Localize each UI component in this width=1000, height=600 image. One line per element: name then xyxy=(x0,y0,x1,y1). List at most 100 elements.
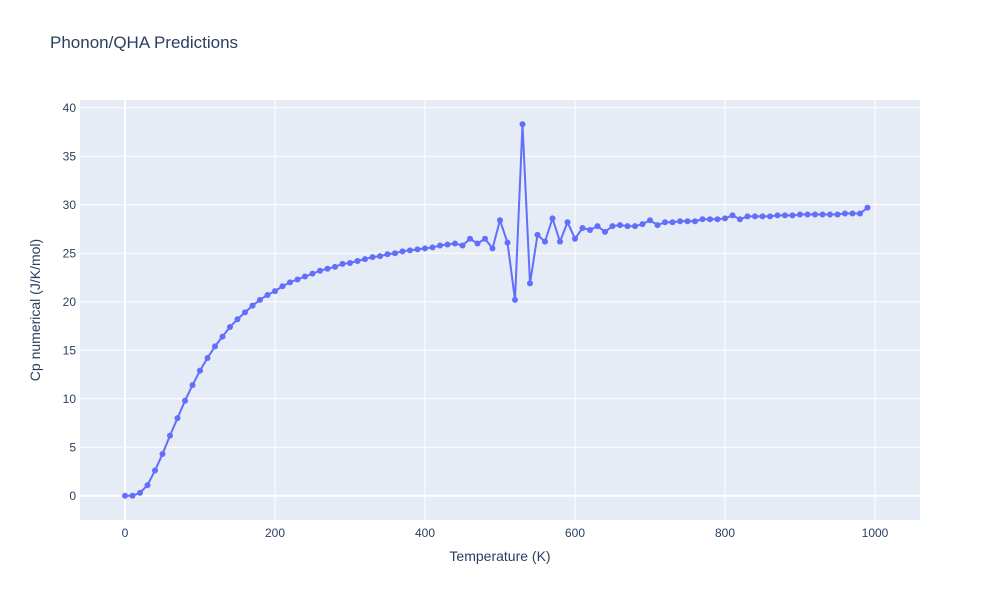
data-point[interactable] xyxy=(317,267,323,274)
data-point[interactable] xyxy=(699,216,706,223)
data-point[interactable] xyxy=(684,218,691,225)
data-point[interactable] xyxy=(189,382,196,389)
data-point[interactable] xyxy=(647,217,653,224)
data-point[interactable] xyxy=(159,451,166,458)
data-point[interactable] xyxy=(834,211,841,218)
data-point[interactable] xyxy=(669,219,676,226)
data-point[interactable] xyxy=(812,211,818,218)
data-point[interactable] xyxy=(384,251,391,258)
data-point[interactable] xyxy=(542,238,548,245)
data-point[interactable] xyxy=(782,212,788,219)
data-point[interactable] xyxy=(302,273,308,280)
data-point[interactable] xyxy=(467,235,473,242)
data-point[interactable] xyxy=(654,222,661,229)
data-point[interactable] xyxy=(152,467,158,474)
data-point[interactable] xyxy=(504,239,511,246)
data-point[interactable] xyxy=(579,225,586,232)
data-point[interactable] xyxy=(819,211,826,218)
data-point[interactable] xyxy=(174,415,181,422)
data-point[interactable] xyxy=(594,223,601,230)
data-point[interactable] xyxy=(219,333,226,340)
data-point[interactable] xyxy=(774,212,781,219)
data-point[interactable] xyxy=(489,245,496,252)
data-point[interactable] xyxy=(129,492,136,499)
data-point[interactable] xyxy=(227,323,233,330)
data-point[interactable] xyxy=(857,210,863,217)
data-point[interactable] xyxy=(557,238,563,245)
data-point[interactable] xyxy=(377,253,383,260)
data-point[interactable] xyxy=(272,288,278,295)
data-point[interactable] xyxy=(617,222,623,229)
data-point[interactable] xyxy=(422,245,428,252)
data-point[interactable] xyxy=(744,213,751,220)
data-point[interactable] xyxy=(797,211,803,218)
data-point[interactable] xyxy=(737,216,743,223)
data-point[interactable] xyxy=(714,216,721,223)
data-point[interactable] xyxy=(339,260,346,267)
data-point[interactable] xyxy=(354,258,361,265)
data-point[interactable] xyxy=(482,235,488,242)
data-point[interactable] xyxy=(182,397,188,404)
data-point[interactable] xyxy=(459,242,466,249)
data-point[interactable] xyxy=(309,270,316,277)
data-point[interactable] xyxy=(332,263,338,270)
data-point[interactable] xyxy=(534,231,541,238)
data-point[interactable] xyxy=(429,244,436,251)
data-point[interactable] xyxy=(849,210,856,217)
data-point[interactable] xyxy=(234,316,241,323)
data-point[interactable] xyxy=(437,242,443,249)
data-point[interactable] xyxy=(369,254,376,261)
data-point[interactable] xyxy=(564,219,571,226)
data-point[interactable] xyxy=(512,296,518,303)
data-point[interactable] xyxy=(789,212,796,219)
data-point[interactable] xyxy=(279,283,286,290)
data-point[interactable] xyxy=(257,296,263,303)
data-point[interactable] xyxy=(242,309,248,316)
data-point[interactable] xyxy=(692,218,698,225)
data-point[interactable] xyxy=(204,355,211,362)
data-point[interactable] xyxy=(324,265,331,272)
data-point[interactable] xyxy=(287,279,293,286)
data-point[interactable] xyxy=(197,367,203,374)
data-point[interactable] xyxy=(444,241,451,248)
data-point[interactable] xyxy=(362,256,368,263)
data-point[interactable] xyxy=(722,215,728,222)
data-point[interactable] xyxy=(677,218,683,225)
data-point[interactable] xyxy=(729,212,736,219)
data-point[interactable] xyxy=(707,216,713,223)
data-point[interactable] xyxy=(587,226,593,233)
data-point[interactable] xyxy=(474,240,481,247)
data-point[interactable] xyxy=(122,492,128,499)
data-point[interactable] xyxy=(864,204,871,211)
data-point[interactable] xyxy=(399,248,406,255)
data-point[interactable] xyxy=(167,432,173,439)
data-point[interactable] xyxy=(137,489,143,496)
data-point[interactable] xyxy=(414,246,421,253)
data-point[interactable] xyxy=(549,215,556,222)
data-point[interactable] xyxy=(519,121,526,128)
data-point[interactable] xyxy=(602,228,608,235)
data-point[interactable] xyxy=(347,259,353,266)
data-point[interactable] xyxy=(827,211,833,218)
data-point[interactable] xyxy=(212,343,218,350)
data-point[interactable] xyxy=(572,235,578,242)
data-point[interactable] xyxy=(842,210,848,217)
data-point[interactable] xyxy=(609,223,616,230)
data-point[interactable] xyxy=(527,280,533,287)
data-point[interactable] xyxy=(804,211,811,218)
data-point[interactable] xyxy=(452,240,458,247)
data-point[interactable] xyxy=(144,482,151,489)
data-point[interactable] xyxy=(639,221,646,228)
data-point[interactable] xyxy=(264,291,271,298)
data-point[interactable] xyxy=(392,250,398,257)
data-point[interactable] xyxy=(759,213,766,220)
data-point[interactable] xyxy=(624,223,631,230)
data-point[interactable] xyxy=(407,247,413,254)
data-point[interactable] xyxy=(767,213,773,220)
data-point[interactable] xyxy=(662,219,668,226)
data-point[interactable] xyxy=(294,276,301,283)
data-point[interactable] xyxy=(632,223,638,230)
data-point[interactable] xyxy=(249,302,256,309)
data-point[interactable] xyxy=(752,213,758,220)
data-point[interactable] xyxy=(497,217,503,224)
